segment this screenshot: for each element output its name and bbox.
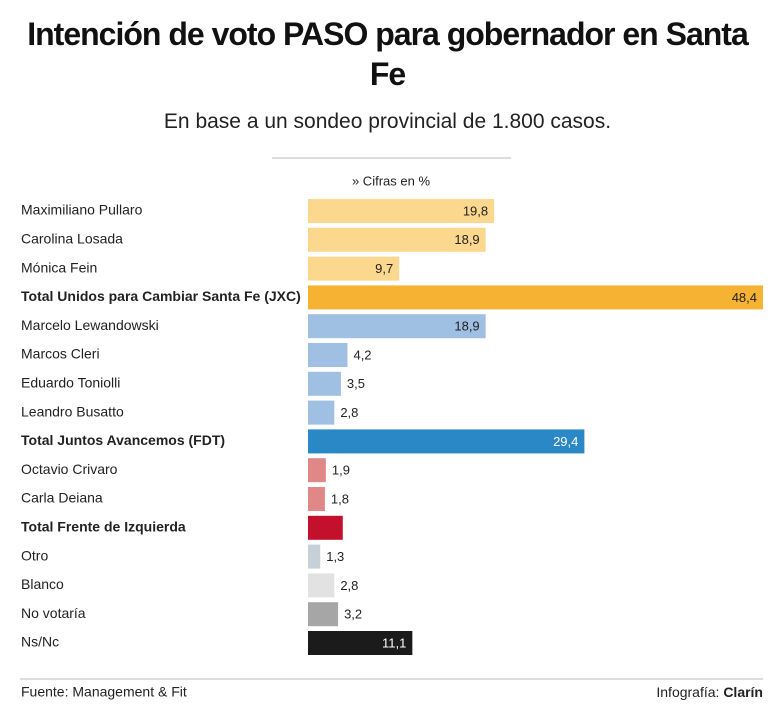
bar [308,515,343,540]
credit-label: Infografía: [656,684,719,700]
category-label: Total Juntos Avancemos (FDT) [21,432,225,448]
value-label: 2,8 [340,405,358,420]
bar [308,285,763,310]
bar [308,256,400,281]
source: Fuente: Management & Fit [21,684,187,700]
bar [308,458,326,483]
category-label: Octavio Crivaro [21,461,118,477]
category-label: Otro [21,547,48,563]
category-label: Total Unidos para Cambiar Santa Fe (JXC) [21,288,301,304]
category-label: Ns/Nc [21,634,59,650]
value-label: 29,4 [553,434,578,449]
chart-title: Intención de voto PASO para gobernador e… [27,16,749,92]
category-label: Mónica Fein [21,259,97,275]
bar [308,631,413,655]
bar [308,602,339,627]
value-label: 1,9 [332,463,350,478]
bar [308,371,341,396]
category-label: Carla Deiana [21,490,103,506]
value-label: 2,8 [340,578,358,593]
category-label: Leandro Busatto [21,403,124,419]
note: » Cifras en % [352,173,430,188]
value-label: 18,9 [454,319,479,334]
bar [308,400,335,425]
bar [308,199,495,223]
value-label: 9,7 [375,261,393,276]
category-label: Maximiliano Pullaro [21,202,143,218]
value-label: 1,8 [331,491,349,506]
value-label: 3,7 [349,520,367,535]
category-label: Carolina Losada [21,231,123,247]
bar [308,314,486,339]
bar [308,343,348,367]
bar [308,227,486,252]
chart-subtitle: En base a un sondeo provincial de 1.800 … [163,110,612,133]
bar [308,429,585,454]
value-label: 4,2 [353,347,371,362]
category-label: Blanco [21,576,64,592]
credit: Infografía: Clarín [656,684,763,700]
category-label: No votaría [21,605,86,621]
value-label: 3,5 [347,376,365,391]
bar [308,573,335,598]
value-label: 3,2 [344,607,362,622]
category-label: Eduardo Toniolli [21,375,120,391]
value-label: 1,3 [326,549,344,564]
value-label: 19,8 [463,203,488,218]
bar [308,487,325,511]
category-label: Marcelo Lewandowski [21,317,159,333]
bar [308,544,321,569]
value-label: 11,1 [382,635,406,650]
category-label: Marcos Cleri [21,346,100,362]
category-label: Total Frente de Izquierda [21,519,186,535]
value-label: 18,9 [454,232,479,247]
credit-name: Clarín [723,684,763,700]
value-label: 48,4 [732,290,757,305]
